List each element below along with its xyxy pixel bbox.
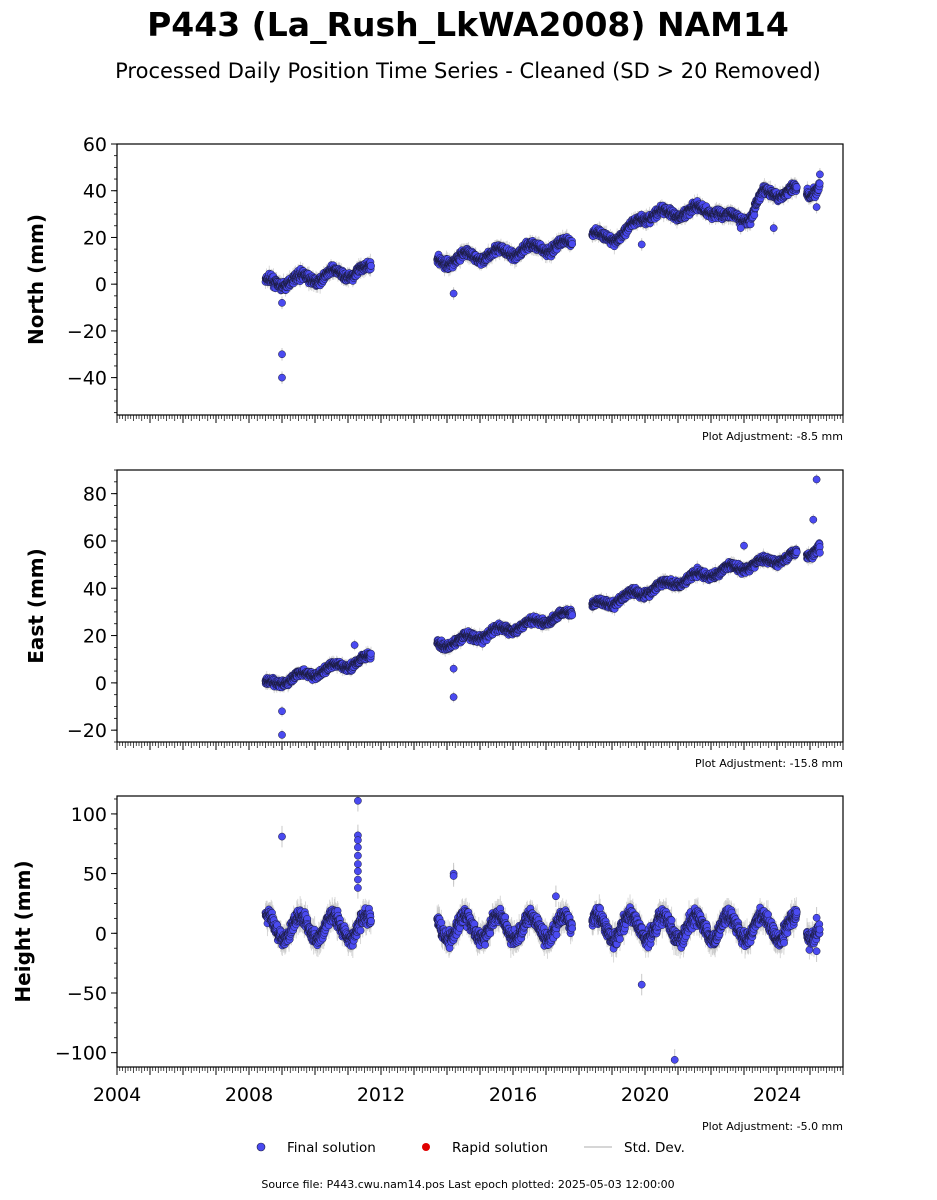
north-x-axis <box>116 415 844 423</box>
panel-north: 60 40 20 0 −20 −40 North (mm) Plot Adjustment: … <box>24 134 844 443</box>
north-outlier-point <box>769 224 778 232</box>
north-outlier-point <box>812 203 821 211</box>
north-y-tick-label: −40 <box>67 368 107 390</box>
north-y-tick-label: 60 <box>83 134 107 156</box>
chart-title: P443 (La_Rush_LkWA2008) NAM14 <box>147 5 789 44</box>
north-axes-frame <box>116 143 844 416</box>
north-outlier-point <box>736 224 745 232</box>
north-point <box>750 211 759 219</box>
north-outlier-point <box>816 170 824 179</box>
north-point <box>792 183 801 192</box>
chart-subtitle: Processed Daily Position Time Series - C… <box>115 59 821 83</box>
north-point <box>367 262 375 270</box>
north-y-tick-label: −20 <box>67 321 107 343</box>
north-y-axis: 60 40 20 0 −20 −40 <box>67 134 117 414</box>
north-y-tick-label: 20 <box>83 227 107 249</box>
north-y-tick-label: 40 <box>83 181 107 203</box>
north-y-label: North (mm) <box>24 214 48 345</box>
north-outlier-point <box>637 240 646 249</box>
north-y-tick-label: 0 <box>95 274 107 296</box>
north-plot-adjustment: Plot Adjustment: -8.5 mm <box>702 430 843 443</box>
north-final-points <box>261 170 824 382</box>
east-stddev-bars <box>265 474 821 741</box>
north-outlier-point <box>278 299 286 307</box>
panels: 60 40 20 0 −20 −40 North (mm) Plot Adjustment: … <box>11 134 844 1133</box>
north-outlier-point <box>449 289 458 298</box>
north-outlier-point <box>278 373 286 382</box>
north-outlier-point <box>278 350 286 359</box>
north-point <box>815 179 824 188</box>
north-point <box>568 240 577 248</box>
